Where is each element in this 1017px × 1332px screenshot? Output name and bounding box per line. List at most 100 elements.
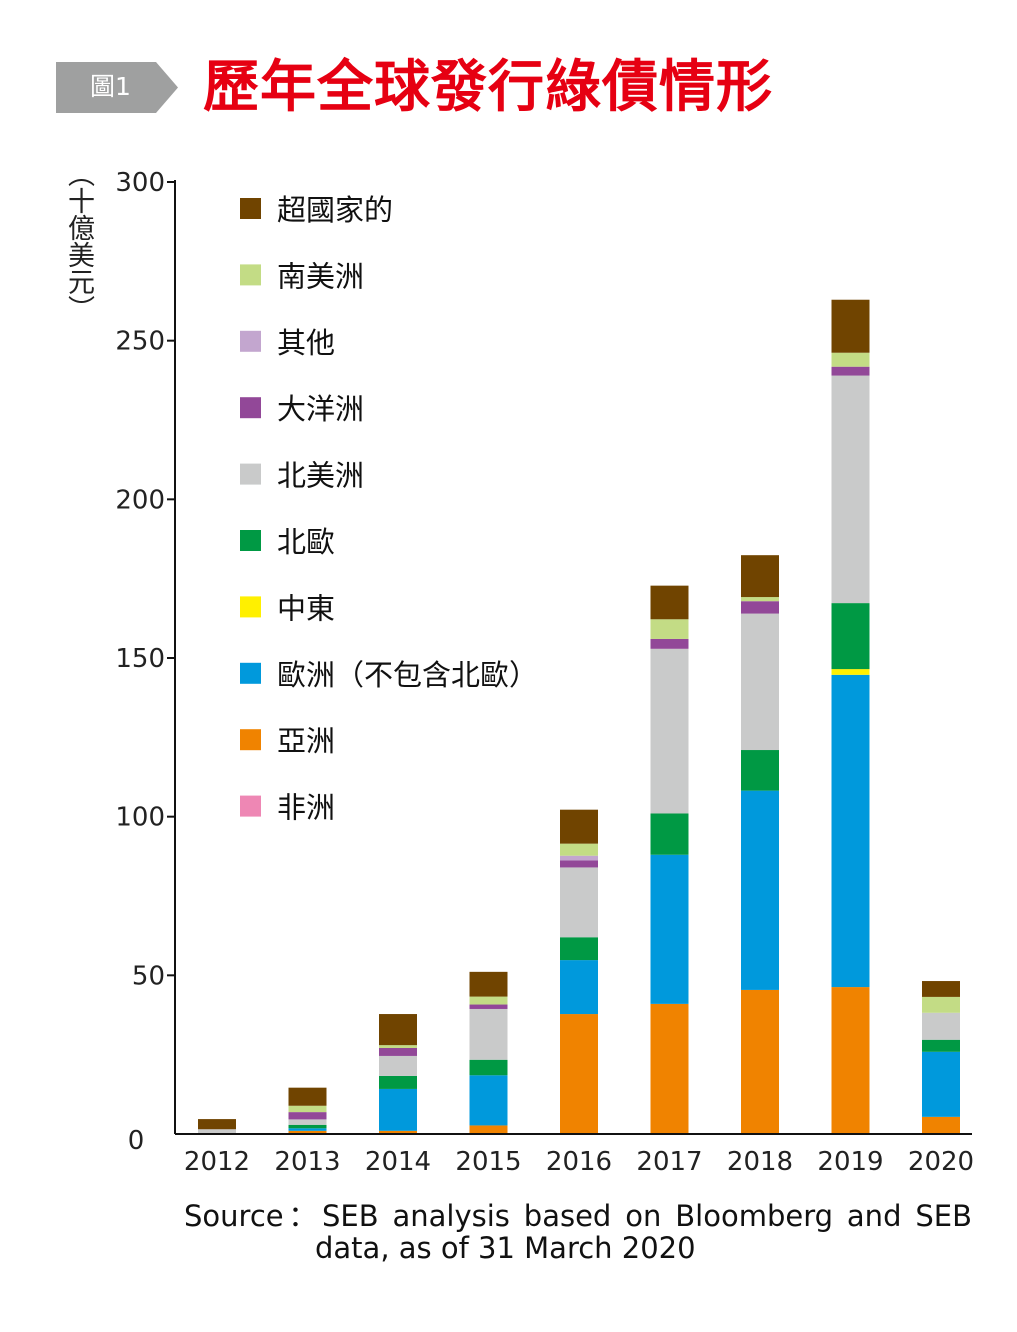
bar-segment-2014 [379, 1045, 417, 1049]
legend-label: 超國家的 [277, 193, 393, 227]
bar-segment-2013 [288, 1105, 327, 1113]
bar-segment-2014 [379, 1048, 417, 1056]
y-tick-label: 300 [115, 168, 165, 198]
legend-swatch [240, 729, 261, 751]
source-line-2: data, as of 31 March 2020 [315, 1231, 696, 1265]
x-tick-label: 2016 [546, 1147, 612, 1177]
legend-swatch [240, 397, 261, 419]
bar-segment-2020 [922, 996, 960, 1013]
y-axis-label: （十億美元） [63, 160, 94, 322]
legend-swatch [240, 330, 261, 352]
legend-swatch [240, 596, 261, 618]
bar-segment-2013 [288, 1087, 327, 1106]
bar-segment-2019 [831, 366, 870, 376]
bar-segment-2016 [560, 809, 598, 844]
bar-segment-2015 [469, 996, 508, 1005]
bar-segment-2015 [469, 1008, 508, 1060]
bar-segment-2019 [831, 375, 870, 604]
bar-segment-2012 [198, 1129, 236, 1134]
y-tick-label: 100 [115, 803, 165, 833]
figure-number: 圖1 [90, 72, 131, 101]
y-tick-label: 0 [128, 1126, 145, 1156]
bar-segment-2017 [650, 585, 689, 620]
x-tick-label: 2012 [184, 1147, 250, 1177]
legend-label: 大洋洲 [277, 392, 364, 426]
legend-label: 北歐 [277, 525, 335, 559]
legend-swatch [240, 198, 261, 219]
bar-segment-2016 [560, 843, 598, 856]
bar-segment-2014 [379, 1014, 417, 1046]
source-line-1: Source：SEB analysis based on Bloomberg a… [184, 1199, 972, 1233]
bar-segment-2020 [922, 1051, 960, 1117]
bar-segment-2019 [831, 299, 870, 353]
legend-swatch [240, 264, 261, 286]
bar-segment-2014 [379, 1130, 417, 1134]
bar-segment-2014 [379, 1055, 417, 1076]
source-note: Source：SEB analysis based on Bloomberg a… [184, 1200, 972, 1264]
bar-segment-2019 [831, 674, 870, 988]
figure-badge [56, 62, 178, 113]
bar-segment-2019 [831, 603, 870, 670]
x-tick-label: 2014 [365, 1147, 431, 1177]
bar-segment-2017 [650, 648, 689, 814]
bar-segment-2012 [198, 1119, 236, 1130]
legend-label: 其他 [277, 326, 335, 360]
legend-label: 非洲 [277, 791, 335, 825]
bar-segment-2017 [650, 813, 689, 855]
bar-segment-2013 [288, 1128, 327, 1131]
bar-segment-2016 [560, 937, 598, 961]
bar-segment-2013 [288, 1112, 327, 1120]
bar-segment-2018 [741, 989, 779, 1134]
bar-segment-2019 [831, 987, 870, 1134]
bar-segment-2017 [650, 1003, 689, 1134]
legend-swatch [240, 463, 261, 485]
y-tick-label: 150 [115, 644, 165, 674]
y-tick-label: 200 [115, 485, 165, 515]
bar-segment-2016 [560, 855, 598, 861]
bar-segment-2014 [379, 1075, 417, 1089]
bar-segment-2017 [650, 619, 689, 639]
bar-segment-2018 [741, 613, 779, 751]
bar-segment-2018 [741, 555, 779, 598]
bar-segment-2018 [741, 601, 779, 614]
bar-segment-2020 [922, 981, 960, 997]
legend-swatch [240, 795, 261, 817]
legend-label: 北美洲 [277, 459, 364, 493]
page-title: 歷年全球發行綠債情形 [203, 54, 773, 120]
x-tick-label: 2015 [455, 1147, 521, 1177]
bar-segment-2020 [922, 1116, 960, 1134]
y-tick-label: 250 [115, 327, 165, 357]
bar-segment-2015 [469, 1059, 508, 1076]
bar-segment-2015 [469, 1075, 508, 1126]
x-tick-label: 2020 [908, 1147, 974, 1177]
bar-segment-2015 [469, 1125, 508, 1134]
bar-segment-2013 [288, 1130, 327, 1134]
bar-segment-2016 [560, 867, 598, 938]
bar-segment-2013 [288, 1119, 327, 1125]
bar-segment-2018 [741, 790, 779, 990]
bar-segment-2015 [469, 1004, 508, 1009]
legend-swatch [240, 530, 261, 551]
bar-segment-2020 [922, 1039, 960, 1052]
x-tick-label: 2013 [274, 1147, 340, 1177]
legend-label: 亞洲 [277, 724, 335, 758]
bar-segment-2016 [560, 960, 598, 1015]
bar-segment-2019 [831, 669, 870, 675]
bar-segment-2016 [560, 1014, 598, 1134]
bar-segment-2018 [741, 597, 779, 602]
x-tick-label: 2019 [817, 1147, 883, 1177]
legend-swatch [240, 662, 261, 684]
legend-label: 歐洲（不包含北歐） [277, 658, 538, 692]
bar-segment-2018 [741, 750, 779, 791]
x-tick-label: 2018 [727, 1147, 793, 1177]
bar-segment-2017 [650, 638, 689, 649]
bar-segment-2013 [288, 1124, 327, 1129]
legend-label: 中東 [277, 591, 335, 625]
y-tick-label: 50 [132, 961, 165, 991]
bar-segment-2019 [831, 352, 870, 367]
x-tick-label: 2017 [636, 1147, 702, 1177]
legend-label: 南美洲 [277, 259, 364, 293]
bar-segment-2017 [650, 854, 689, 1004]
bar-segment-2015 [469, 971, 508, 997]
